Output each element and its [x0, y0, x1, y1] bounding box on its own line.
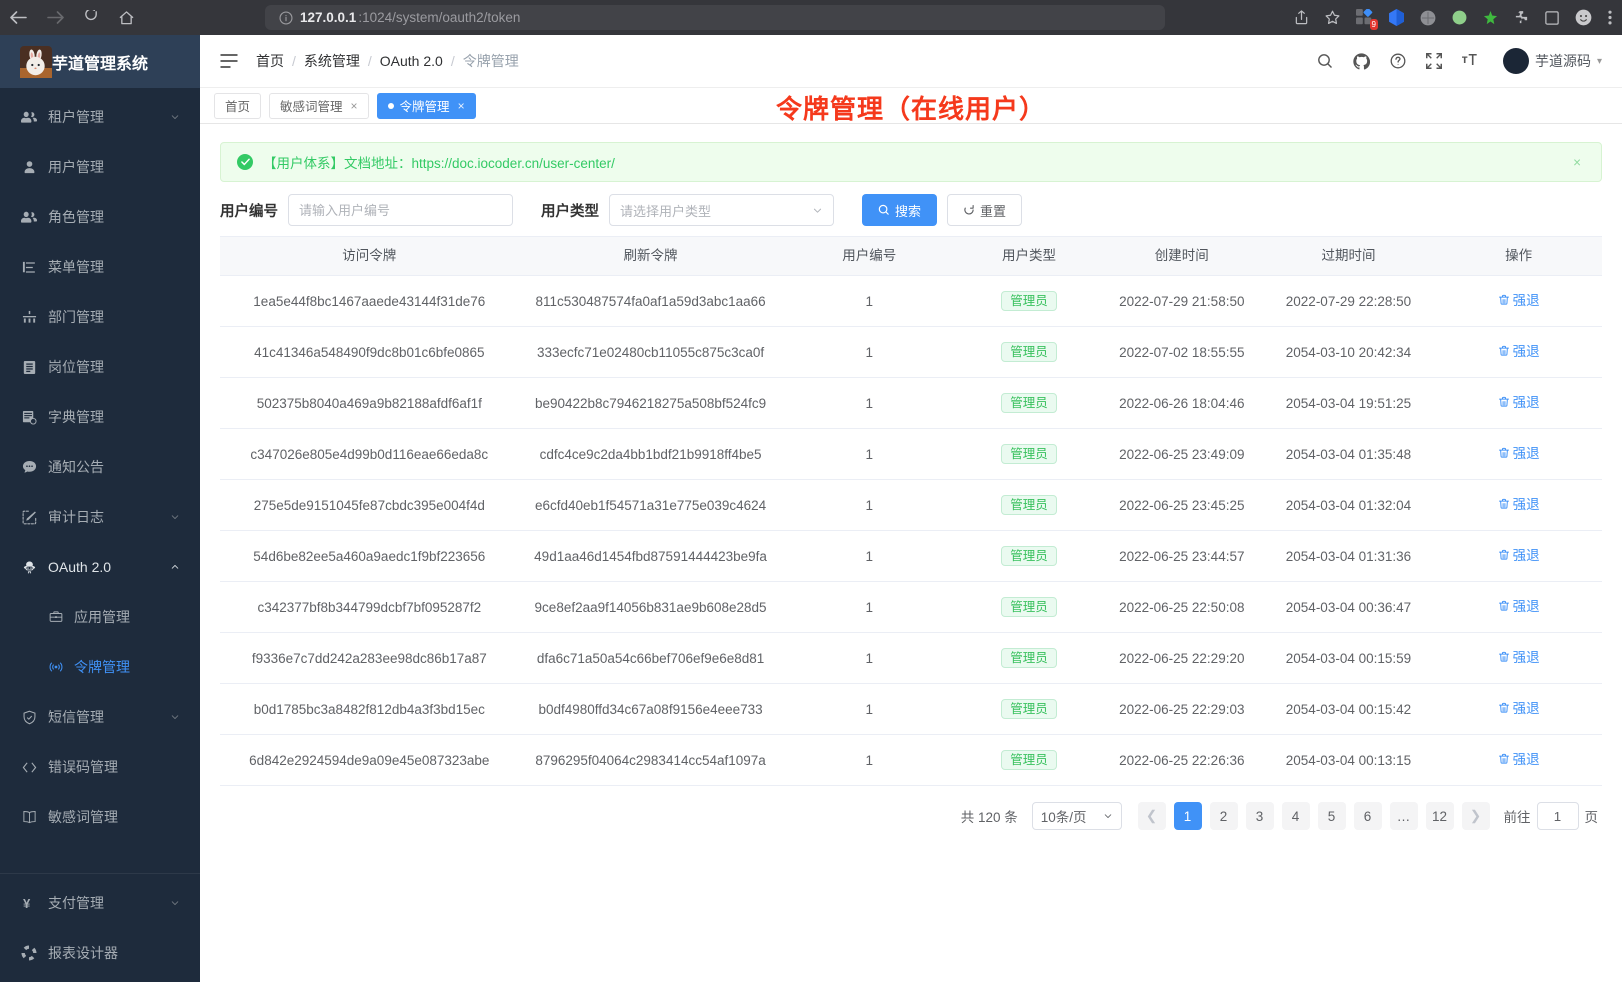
svg-text:¥: ¥ — [22, 896, 30, 911]
